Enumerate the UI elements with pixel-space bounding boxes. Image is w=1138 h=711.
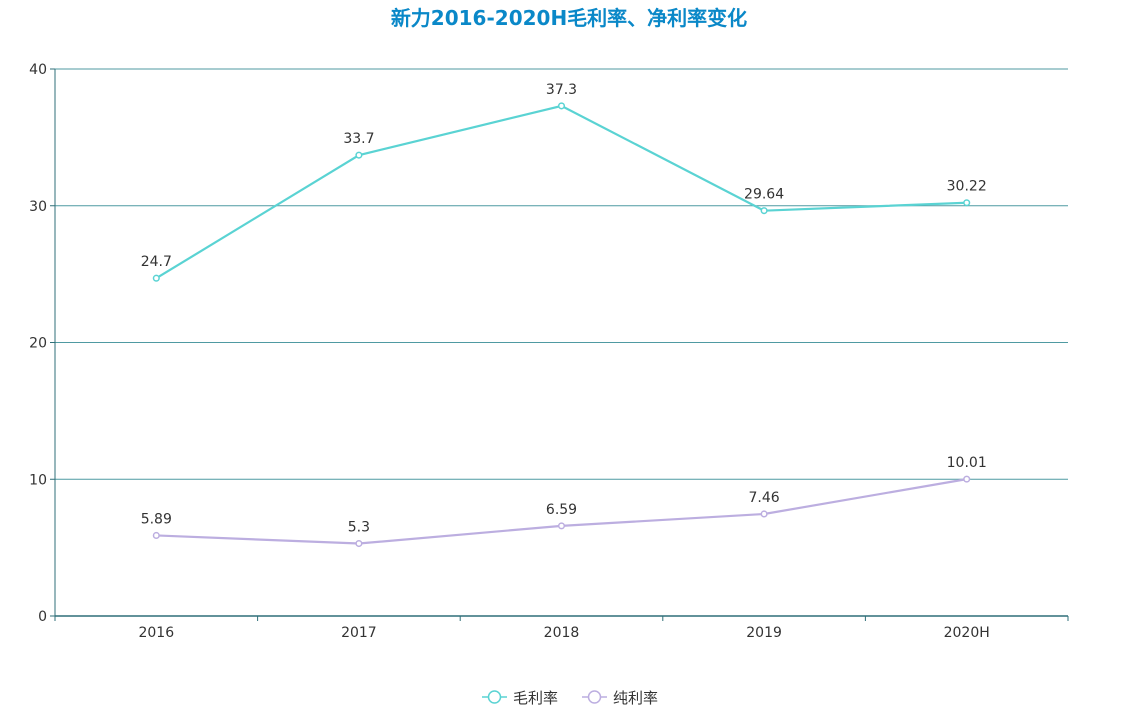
data-label: 7.46	[749, 490, 780, 506]
data-label: 10.01	[947, 455, 987, 471]
data-point	[760, 510, 768, 518]
x-tick-label: 2016	[138, 625, 174, 641]
data-point	[760, 207, 768, 215]
data-label: 6.59	[546, 502, 577, 518]
data-point	[152, 531, 160, 540]
data-point	[355, 539, 363, 548]
data-label: 5.3	[348, 520, 370, 536]
legend-circle-icon	[587, 690, 602, 704]
data-label: 5.89	[141, 511, 172, 527]
data-label: 37.3	[546, 82, 577, 98]
y-tick-label: 10	[29, 472, 47, 488]
x-tick-label: 2020H	[944, 625, 990, 641]
y-tick-label: 20	[29, 336, 47, 352]
y-tick-label: 40	[29, 62, 47, 78]
data-point	[557, 522, 566, 530]
y-tick-label: 30	[29, 199, 47, 215]
x-tick-label: 2019	[746, 625, 782, 641]
data-point	[355, 151, 363, 159]
data-point	[963, 199, 971, 207]
data-point	[557, 102, 566, 110]
series-line-0	[155, 104, 967, 280]
data-point	[152, 274, 160, 282]
y-tick-label: 0	[38, 609, 47, 625]
data-label: 29.64	[744, 187, 784, 203]
x-tick-label: 2018	[544, 625, 580, 641]
x-tick-label: 2017	[341, 625, 377, 641]
legend-label[interactable]: 毛利率	[513, 689, 558, 707]
data-point	[963, 475, 971, 483]
legend-circle-icon	[487, 690, 502, 704]
data-label: 24.7	[141, 254, 172, 270]
legend-label[interactable]: 纯利率	[613, 689, 658, 707]
data-label: 30.22	[947, 179, 987, 195]
chart-title: 新力2016-2020H毛利率、净利率变化	[390, 6, 748, 30]
data-label: 33.7	[343, 131, 374, 147]
